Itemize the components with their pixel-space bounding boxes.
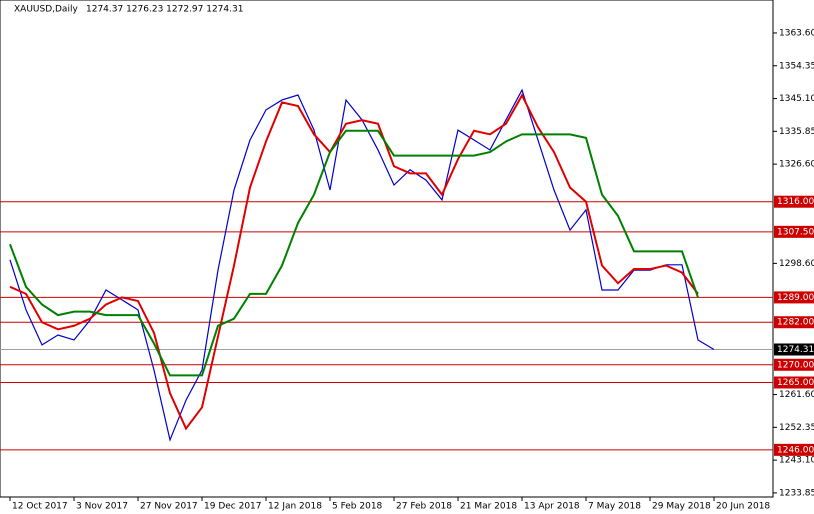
chart-title: XAUUSD,Daily <box>14 5 78 15</box>
level-label: 1307.50 <box>777 227 814 237</box>
y-tick-label: 1345.10 <box>779 94 814 104</box>
x-tick-label: 20 Jun 2018 <box>716 502 770 512</box>
x-tick-label: 21 Mar 2018 <box>460 502 517 512</box>
series-line <box>9 93 699 431</box>
level-label: 1265.00 <box>777 378 814 388</box>
x-tick-label: 29 May 2018 <box>652 502 711 512</box>
x-tick-label: 27 Nov 2017 <box>140 502 198 512</box>
plot-frame <box>0 0 774 498</box>
x-tick-label: 3 Nov 2017 <box>76 502 128 512</box>
level-label: 1282.00 <box>777 318 814 328</box>
y-tick-label: 1354.35 <box>779 61 814 71</box>
chart-subtitle: 1274.37 1276.23 1272.97 1274.31 <box>86 5 243 15</box>
level-box <box>774 225 814 238</box>
y-tick-label: 1243.10 <box>779 456 814 466</box>
y-tick-label: 1335.85 <box>779 127 814 137</box>
level-box <box>774 443 814 456</box>
level-box <box>774 376 814 389</box>
level-box <box>774 195 814 208</box>
current-price-label: 1274.31 <box>777 345 814 355</box>
level-box <box>774 358 814 371</box>
level-label: 1246.00 <box>777 445 814 455</box>
x-tick-label: 27 Feb 2018 <box>396 502 452 512</box>
x-tick-label: 12 Oct 2017 <box>12 502 68 512</box>
y-tick-label: 1261.60 <box>779 390 814 400</box>
x-tick-label: 7 May 2018 <box>588 502 641 512</box>
level-box <box>774 316 814 329</box>
level-label: 1270.00 <box>777 360 814 370</box>
level-label: 1289.00 <box>777 293 814 303</box>
x-tick-label: 13 Apr 2018 <box>524 502 580 512</box>
series-line <box>9 129 699 377</box>
x-tick-label: 5 Feb 2018 <box>332 502 383 512</box>
y-tick-label: 1326.60 <box>779 160 814 170</box>
y-tick-label: 1233.85 <box>779 488 814 498</box>
current-price-box <box>774 343 814 356</box>
y-tick-label: 1252.35 <box>779 423 814 433</box>
x-tick-label: 12 Jan 2018 <box>268 502 322 512</box>
x-tick-label: 19 Dec 2017 <box>204 502 262 512</box>
level-box <box>774 291 814 304</box>
y-tick-label: 1363.60 <box>779 28 814 38</box>
level-label: 1316.00 <box>777 197 814 207</box>
y-tick-label: 1298.60 <box>779 259 814 269</box>
